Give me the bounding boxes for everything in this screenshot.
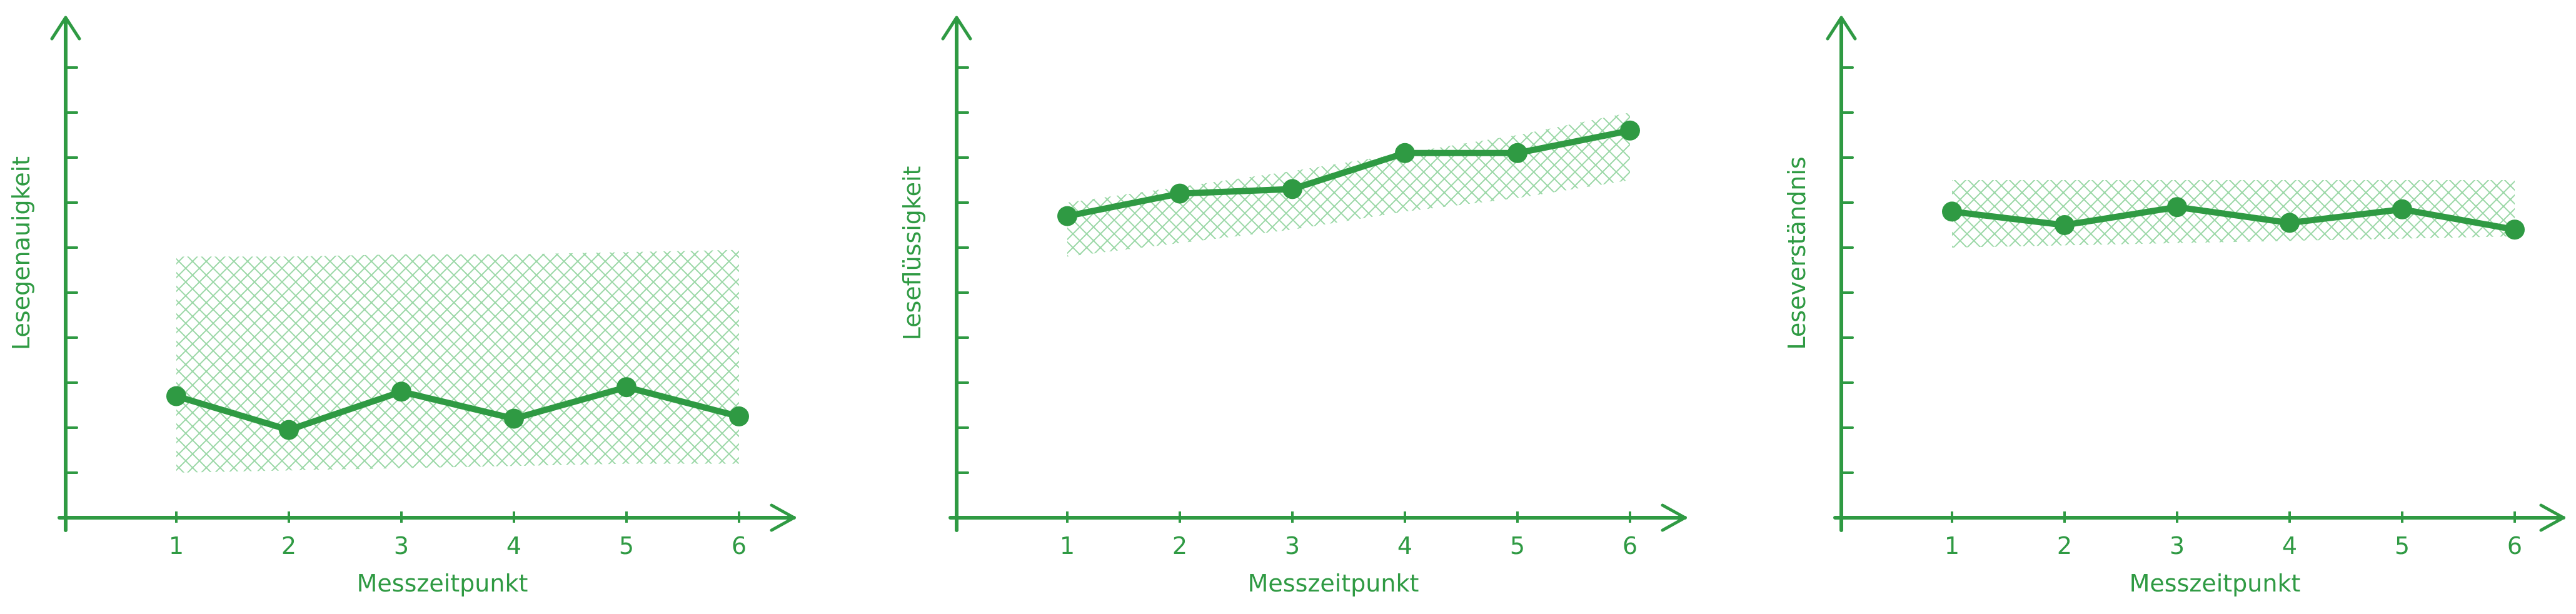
x-tick-label: 1 <box>1945 532 1960 560</box>
x-tick-label: 1 <box>1060 532 1075 560</box>
axes-leseverstandnis <box>1826 16 2565 532</box>
band-lesegenauigkeit <box>176 249 739 473</box>
x-axis-arrow <box>1661 503 1687 532</box>
x-tick-label: 1 <box>169 532 184 560</box>
panel-lesegenauigkeit: 1 2 3 4 5 6 Messzeitpunkt Lesegenauigkeit <box>8 16 796 597</box>
uncertainty-band <box>1067 113 1630 257</box>
x-tick-label: 4 <box>506 532 521 560</box>
ticks-leseflussigkeit: 1 2 3 4 5 6 <box>955 66 1638 560</box>
x-tick-label: 4 <box>2282 532 2297 560</box>
x-axis-title: Messzeitpunkt <box>1248 570 1419 597</box>
data-point <box>2167 197 2187 218</box>
series-line <box>1064 127 1633 219</box>
x-axis-title: Messzeitpunkt <box>357 570 528 597</box>
x-tick-label: 4 <box>1397 532 1412 560</box>
x-tick-label: 5 <box>619 532 634 560</box>
y-axis-arrow <box>1826 16 1857 41</box>
data-point <box>616 377 636 398</box>
series-lesegenauigkeit <box>166 377 749 440</box>
axes-lesegenauigkeit <box>50 16 796 532</box>
x-tick-label: 5 <box>2395 532 2410 560</box>
panel-leseverstandnis: 1 2 3 4 5 6 Messzeitpunkt Leseverständnis <box>1783 16 2565 597</box>
data-point <box>729 406 749 426</box>
x-tick-label: 2 <box>281 532 296 560</box>
x-tick-label: 2 <box>2057 532 2072 560</box>
series-line <box>173 384 742 433</box>
x-axis-arrow <box>770 503 796 532</box>
data-point <box>166 386 186 406</box>
data-point <box>1170 183 1190 204</box>
ticks-lesegenauigkeit: 1 2 3 4 5 6 <box>64 66 747 560</box>
data-point <box>1395 143 1415 163</box>
x-tick-label: 6 <box>1623 532 1638 560</box>
x-tick-label: 3 <box>394 532 409 560</box>
x-axis-title: Messzeitpunkt <box>2130 570 2301 597</box>
data-point <box>1942 201 1962 222</box>
series-leseverstandnis <box>1942 197 2525 240</box>
data-point <box>1507 143 1527 163</box>
data-point <box>2392 199 2412 219</box>
data-point <box>1620 120 1640 141</box>
y-axis-arrow <box>941 16 972 41</box>
y-axis-title: Leseverständnis <box>1783 156 1811 350</box>
y-axis-arrow <box>50 16 81 41</box>
x-tick-label: 2 <box>1172 532 1187 560</box>
data-point <box>504 408 524 429</box>
band-leseflussigkeit <box>1067 113 1630 257</box>
data-point <box>2280 213 2300 233</box>
y-axis-title: Leseflüssigkeit <box>898 166 926 341</box>
uncertainty-band <box>176 249 739 473</box>
x-tick-label: 6 <box>732 532 747 560</box>
data-point <box>2055 215 2075 235</box>
ticks-leseverstandnis: 1 2 3 4 5 6 <box>1840 66 2522 560</box>
y-axis-title: Lesegenauigkeit <box>8 156 35 350</box>
x-tick-label: 5 <box>1510 532 1525 560</box>
x-tick-label: 3 <box>1285 532 1300 560</box>
data-point <box>391 381 411 402</box>
data-point <box>279 420 299 440</box>
x-tick-label: 6 <box>2507 532 2522 560</box>
data-point <box>1282 179 1302 199</box>
x-tick-label: 3 <box>2170 532 2185 560</box>
axes-leseflussigkeit <box>941 16 1687 532</box>
x-axis-arrow <box>2539 503 2565 532</box>
series-leseflussigkeit <box>1057 120 1640 226</box>
data-point <box>1057 206 1077 226</box>
series-line <box>1949 204 2518 233</box>
data-point <box>2505 219 2525 240</box>
panel-leseflussigkeit: 1 2 3 4 5 6 Messzeitpunkt Leseflüssigkeit <box>898 16 1687 597</box>
